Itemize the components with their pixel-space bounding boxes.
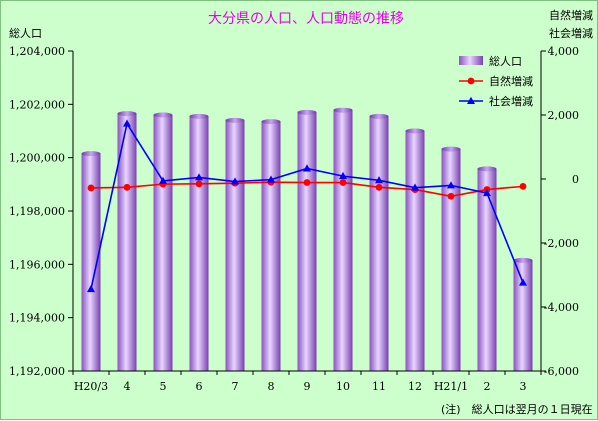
point-social bbox=[483, 188, 491, 197]
x-tick-label: 11 bbox=[372, 380, 386, 393]
left-tick-label: 1,196,000 bbox=[9, 258, 65, 271]
legend-label: 自然増減 bbox=[489, 74, 533, 88]
bar-cap bbox=[225, 117, 245, 123]
bar bbox=[117, 113, 137, 372]
bar bbox=[189, 116, 209, 371]
bar bbox=[81, 153, 101, 371]
point-social bbox=[375, 176, 383, 184]
point-social bbox=[339, 171, 347, 180]
point-natural bbox=[447, 192, 455, 200]
right-tick-label: 4,000 bbox=[548, 45, 580, 58]
bar bbox=[261, 121, 281, 372]
right-tick-label: 2,000 bbox=[548, 109, 580, 122]
legend-label: 総人口 bbox=[489, 54, 522, 68]
footnote: (注) 総人口は翌月の１日現在 bbox=[441, 402, 593, 416]
left-axis-label: 総人口 bbox=[9, 26, 42, 40]
bar-cap bbox=[441, 146, 461, 152]
bar bbox=[225, 120, 245, 371]
point-social bbox=[267, 175, 275, 183]
bar-cap bbox=[369, 113, 389, 119]
x-tick-label: 2 bbox=[484, 380, 491, 393]
x-tick-label: 9 bbox=[304, 380, 311, 393]
chart-title: 大分県の人口、人口動態の推移 bbox=[208, 11, 404, 27]
bar-cap bbox=[153, 112, 173, 118]
right-tick-label: -6,000 bbox=[544, 365, 579, 378]
point-social bbox=[411, 183, 419, 191]
bar-cap bbox=[81, 151, 101, 157]
x-tick-label: 4 bbox=[124, 380, 131, 393]
point-social bbox=[447, 181, 455, 189]
bar bbox=[333, 110, 353, 371]
point-social bbox=[123, 119, 131, 127]
point-natural bbox=[375, 183, 383, 191]
point-social bbox=[159, 176, 167, 184]
bar-cap bbox=[513, 257, 533, 263]
legend-marker bbox=[467, 96, 475, 104]
left-tick-label: 1,204,000 bbox=[9, 45, 65, 58]
x-tick-label: 8 bbox=[268, 380, 275, 393]
bar-cap bbox=[477, 166, 497, 172]
bar bbox=[297, 112, 317, 371]
bar-cap bbox=[405, 128, 425, 134]
bar-cap bbox=[333, 107, 353, 113]
point-social bbox=[519, 278, 527, 286]
point-social bbox=[231, 177, 239, 185]
x-tick-label: 6 bbox=[196, 380, 203, 393]
x-tick-label: 3 bbox=[520, 380, 527, 393]
bar-cap bbox=[297, 109, 317, 115]
point-natural bbox=[87, 184, 95, 192]
bar bbox=[405, 131, 425, 371]
x-tick-label: 10 bbox=[336, 380, 350, 393]
right-tick-label: -4,000 bbox=[544, 301, 579, 314]
bar bbox=[513, 260, 533, 371]
point-social bbox=[303, 164, 311, 172]
left-tick-label: 1,192,000 bbox=[9, 365, 65, 378]
left-tick-label: 1,194,000 bbox=[9, 312, 65, 325]
point-natural bbox=[339, 179, 347, 186]
right-tick-label: 0 bbox=[572, 173, 579, 186]
point-natural bbox=[195, 180, 203, 188]
point-natural bbox=[123, 183, 131, 191]
right-axis-label-social: 社会増減 bbox=[549, 26, 593, 40]
bar bbox=[441, 149, 461, 371]
right-axis-label-natural: 自然増減 bbox=[549, 8, 593, 22]
left-tick-label: 1,202,000 bbox=[9, 98, 65, 111]
legend-swatch-bar bbox=[459, 56, 483, 65]
point-natural bbox=[519, 182, 527, 190]
bar bbox=[369, 116, 389, 371]
left-tick-label: 1,198,000 bbox=[9, 205, 65, 218]
x-tick-label: 7 bbox=[232, 380, 239, 393]
legend-marker bbox=[467, 77, 475, 85]
x-tick-label: 12 bbox=[408, 380, 422, 393]
x-tick-label: H21/1 bbox=[434, 380, 468, 393]
point-social bbox=[87, 284, 95, 293]
bar bbox=[477, 168, 497, 371]
bar-cap bbox=[117, 111, 137, 117]
x-tick-label: H20/3 bbox=[74, 380, 108, 393]
bar bbox=[153, 115, 173, 371]
bar-cap bbox=[261, 119, 281, 125]
point-natural bbox=[303, 179, 311, 186]
point-social bbox=[195, 173, 203, 181]
x-tick-label: 5 bbox=[160, 380, 167, 393]
right-tick-label: -2,000 bbox=[544, 237, 579, 250]
left-tick-label: 1,200,000 bbox=[9, 152, 65, 165]
legend-label: 社会増減 bbox=[489, 94, 533, 108]
bar-cap bbox=[189, 113, 209, 119]
